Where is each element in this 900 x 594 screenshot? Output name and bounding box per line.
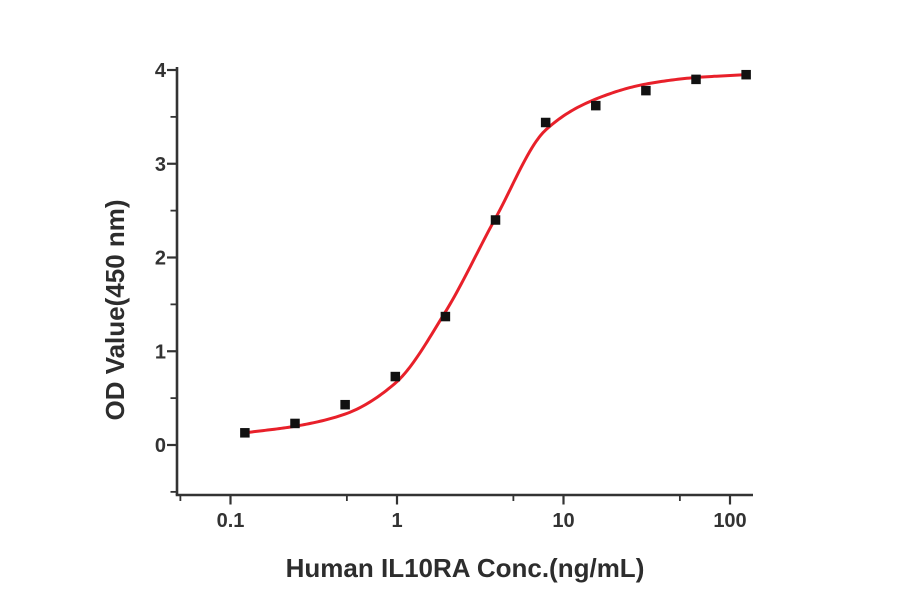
fit-curve-layer <box>243 73 748 435</box>
data-point-marker <box>641 85 651 96</box>
tick-label-layer: 0.1 1 10 100 0 1 2 3 4 <box>155 60 747 532</box>
data-point-marker <box>691 74 701 85</box>
y-tick-label: 2 <box>155 248 166 270</box>
y-tick-label: 1 <box>155 341 166 363</box>
data-point-marker <box>390 371 401 382</box>
y-tick-label: 4 <box>155 60 167 82</box>
x-axis-title: Human IL10RA Conc.(ng/mL) <box>286 553 645 583</box>
data-point-marker <box>490 215 501 225</box>
x-tick-label: 0.1 <box>217 510 245 532</box>
y-axis-title: OD Value(450 nm) <box>100 199 130 420</box>
y-tick-label: 3 <box>155 154 166 176</box>
data-point-marker <box>440 311 451 322</box>
data-point-marker <box>240 428 250 438</box>
data-point-marker <box>290 418 300 429</box>
x-tick-label: 1 <box>391 510 402 532</box>
x-tick-label: 10 <box>552 510 574 532</box>
data-point-marker <box>591 100 601 111</box>
data-point-marker <box>741 69 751 80</box>
data-points-layer <box>240 69 751 438</box>
y-tick-label: 0 <box>155 435 166 457</box>
x-tick-label: 100 <box>713 510 746 532</box>
axes-layer <box>167 67 753 505</box>
data-point-marker <box>540 117 551 128</box>
fit-curve-path <box>243 73 748 435</box>
data-point-marker <box>340 399 350 410</box>
